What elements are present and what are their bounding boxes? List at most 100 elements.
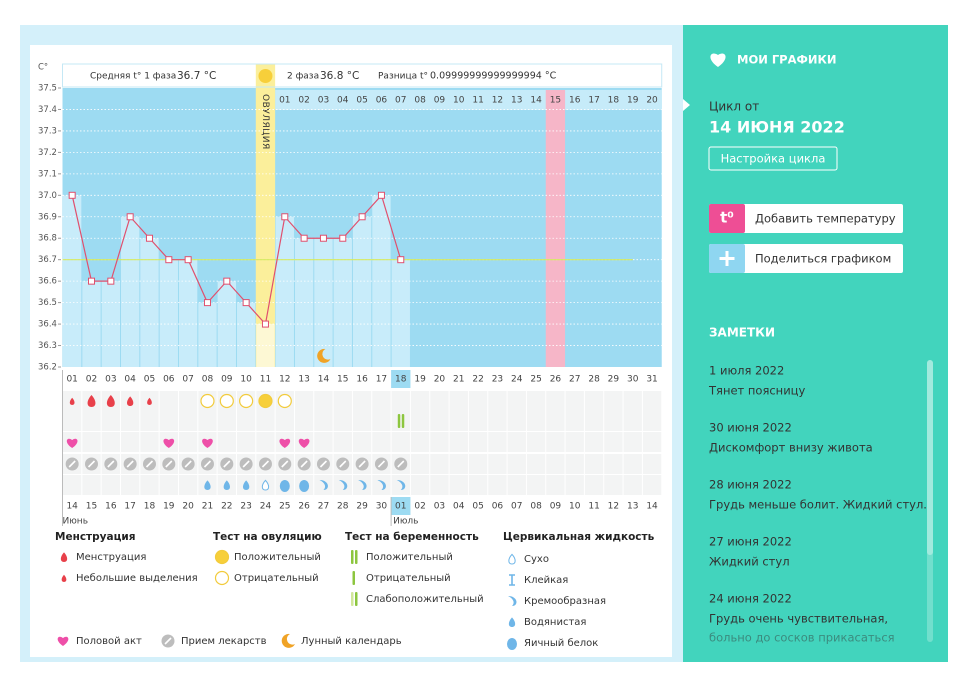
temperature-point <box>145 234 153 242</box>
symbol-cell <box>391 391 410 411</box>
temperature-point <box>68 191 76 199</box>
symbol-cell <box>372 391 391 411</box>
drop-icon <box>508 617 516 627</box>
drop-icon <box>242 480 250 490</box>
legend-item: Яичный белок <box>524 638 598 649</box>
x-tick-label: 17 <box>376 375 387 385</box>
add-temp-button[interactable] <box>709 204 903 233</box>
symbol-cell <box>275 411 294 431</box>
phase2-value: 36.8 °C <box>320 70 359 82</box>
symbol-cell <box>352 475 372 495</box>
symbol-cell <box>584 391 604 411</box>
symbol-cell <box>449 454 468 474</box>
legend-item: Слабоположительный <box>366 594 484 605</box>
symbol-cell <box>314 391 333 411</box>
symbol-cell <box>410 432 430 452</box>
symbol-cell <box>604 391 623 411</box>
symbol-cell <box>256 432 275 452</box>
symbol-cell <box>120 411 140 431</box>
legend-item: Половой акт <box>76 636 142 647</box>
symbol-cell <box>159 411 178 431</box>
symbol-cell <box>256 411 275 431</box>
pill-slash <box>281 460 289 468</box>
ovulation-test-icon <box>214 570 230 586</box>
moon-icon <box>281 633 295 648</box>
symbol-cell <box>623 454 642 474</box>
temperature-point <box>242 299 250 307</box>
symbol-cell <box>352 432 372 452</box>
phase2-day: 04 <box>337 96 349 106</box>
symbol-cell <box>584 475 604 495</box>
symbol-cell <box>82 432 101 452</box>
diff-value: 0.09999999999999994 °C <box>430 71 557 82</box>
x-tick-label: 07 <box>182 375 193 385</box>
note-date: 24 июня 2022 <box>709 592 792 606</box>
legend-title: Тест на овуляцию <box>213 531 322 543</box>
symbol-cell <box>565 454 584 474</box>
x-tick-label: 11 <box>260 375 271 385</box>
date: 23 <box>240 502 251 512</box>
legend-title: Менструация <box>55 531 135 543</box>
symbol-cell <box>372 411 391 431</box>
bar <box>198 302 217 367</box>
symbol-cell <box>294 411 314 431</box>
pregnancy-test-icon <box>355 592 358 606</box>
date: 18 <box>144 502 156 512</box>
share-button[interactable] <box>709 244 903 273</box>
symbol-cell <box>468 454 488 474</box>
drop-icon <box>147 397 152 405</box>
y-tick-label: 36.9 <box>38 212 57 222</box>
symbol-cell <box>565 475 584 495</box>
heart-logo <box>710 53 726 67</box>
scroll-thumb[interactable] <box>927 360 933 555</box>
x-tick-label: 08 <box>202 375 214 385</box>
symbol-cell <box>565 432 584 452</box>
symbol-cell <box>391 475 410 495</box>
pill-slash <box>319 460 328 468</box>
symbol-cell <box>488 391 507 411</box>
phase2-day: 02 <box>298 96 309 106</box>
drop-icon <box>61 574 67 582</box>
notes-title: ЗАМЕТКИ <box>709 326 775 340</box>
heart-icon <box>298 438 310 448</box>
symbol-cell <box>526 391 546 411</box>
symbol-cell <box>82 411 101 431</box>
date: 03 <box>434 502 445 512</box>
settings-button-label: Настройка цикла <box>721 152 826 166</box>
egg-white-icon <box>299 480 310 492</box>
legend-item: Менструация <box>76 552 146 563</box>
temperature-point <box>184 256 192 264</box>
phase2-day: 14 <box>530 96 542 106</box>
date: 21 <box>202 502 213 512</box>
date: 02 <box>414 502 425 512</box>
symbol-cell <box>178 411 198 431</box>
legend-title: Цервикальная жидкость <box>503 531 655 543</box>
symbol-cell <box>236 432 256 452</box>
settings-button[interactable] <box>708 146 838 171</box>
temperature-point <box>300 234 308 242</box>
legend-item: Отрицательный <box>366 573 451 584</box>
symbol-cell <box>642 475 662 495</box>
symbol-cell <box>314 432 333 452</box>
symbol-cell <box>430 411 449 431</box>
x-tick-label: 09 <box>221 375 233 385</box>
symbol-cell <box>565 411 584 431</box>
heart-icon <box>57 636 69 646</box>
symbol-cell <box>372 432 391 452</box>
add-temp-icon-bg <box>709 204 745 233</box>
date: 16 <box>105 502 117 512</box>
symbol-cell <box>546 411 565 431</box>
symbol-cell <box>507 475 526 495</box>
y-tick-label: 36.5 <box>38 298 57 308</box>
moon-icon <box>317 348 331 363</box>
y-tick-label: 37.1 <box>38 169 57 179</box>
drop-icon <box>106 395 115 407</box>
x-tick-label: 13 <box>298 375 309 385</box>
temperature-point <box>281 213 289 221</box>
symbol-cell <box>526 411 546 431</box>
ovulation-label: ОВУЛЯЦИЯ <box>260 94 270 150</box>
date: 07 <box>511 502 522 512</box>
y-unit: C° <box>38 63 48 73</box>
sticky-icon <box>509 574 515 586</box>
